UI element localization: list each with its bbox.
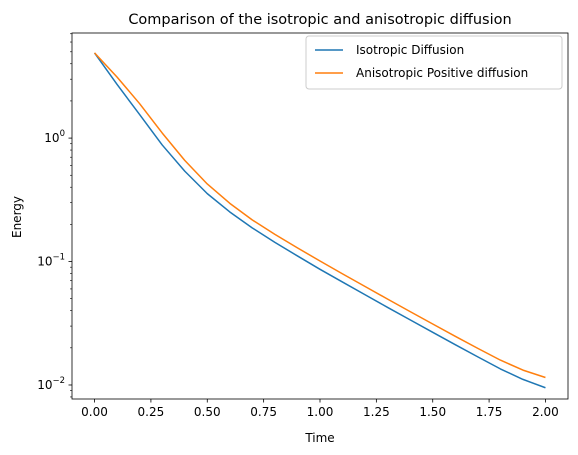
series-line-anisotropic: [94, 52, 546, 379]
x-tick-label: 1.75: [476, 405, 503, 419]
x-tick-label: 1.25: [363, 405, 390, 419]
y-tick-label: 10−2: [37, 376, 65, 392]
legend-label-isotropic: Isotropic Diffusion: [356, 43, 464, 57]
series-line-isotropic: [93, 52, 546, 389]
y-axis-label: Energy: [10, 196, 24, 238]
x-tick-label: 0.25: [138, 405, 165, 419]
x-tick-label: 1.00: [307, 405, 334, 419]
x-tick-label: 0.50: [194, 405, 221, 419]
legend-label-anisotropic: Anisotropic Positive diffusion: [356, 66, 528, 80]
x-tick-label: 1.50: [419, 405, 446, 419]
y-tick-label: 100: [44, 129, 65, 145]
x-axis-label: Time: [304, 431, 334, 445]
x-tick-label: 0.00: [81, 405, 108, 419]
y-tick-label: 10−1: [37, 253, 65, 269]
legend-frame: [305, 35, 563, 90]
chart-title: Comparison of the isotropic and anisotro…: [128, 12, 511, 28]
x-tick-label: 0.75: [250, 405, 277, 419]
x-tick-label: 2.00: [532, 405, 559, 419]
plot-area: 0.00 0.25 0.50 0.75 1.00 1.25 1.50 1.75 2.00 100 1…: [37, 32, 569, 419]
legend: Isotropic Diffusion Anisotropic Positive…: [305, 35, 563, 90]
